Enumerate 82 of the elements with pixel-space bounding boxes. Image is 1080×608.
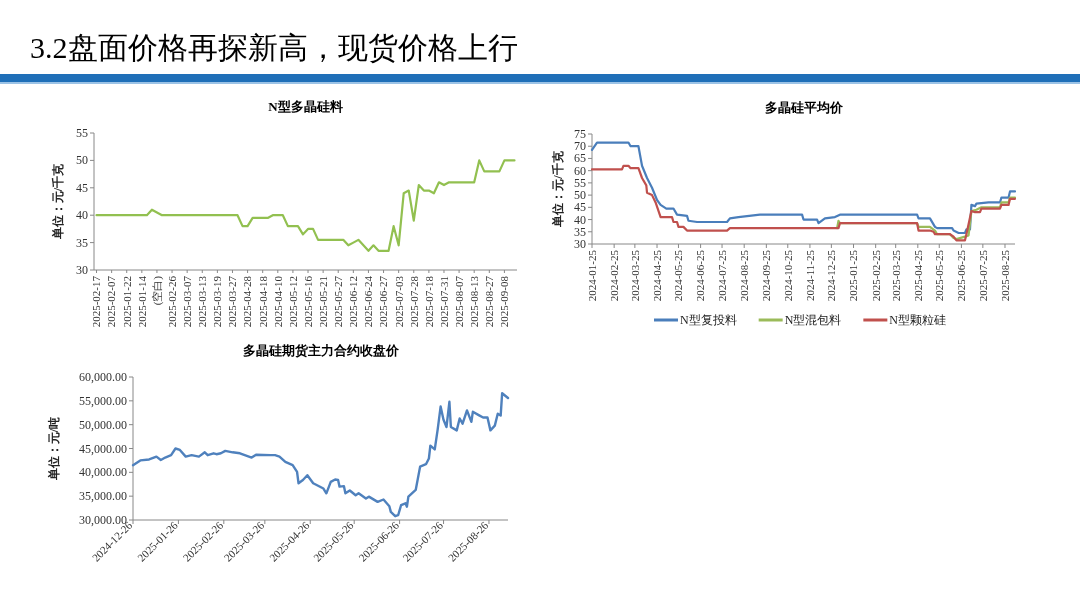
x-tick-label: 2025-05-25 bbox=[933, 249, 946, 302]
x-tick-label: 2025-01-22 bbox=[120, 276, 133, 328]
y-tick-label: 55,000.00 bbox=[79, 393, 127, 408]
x-tick-label: 2025-02-07 bbox=[105, 275, 118, 328]
x-tick-label: 2025-05-21 bbox=[316, 276, 329, 328]
x-tick-label: 2025-06-25 bbox=[955, 249, 968, 302]
y-tick-label: 40,000.00 bbox=[79, 465, 127, 480]
x-tick-label: 2025-04-18 bbox=[256, 275, 269, 328]
x-tick-label: 2024-06-25 bbox=[694, 249, 707, 302]
y-tick-label: 45 bbox=[574, 200, 586, 215]
y-tick-label: 55 bbox=[574, 175, 586, 190]
chart-title: 多晶硅期货主力合约收盘价 bbox=[242, 343, 400, 358]
y-tick-label: 65 bbox=[574, 151, 586, 166]
line-series bbox=[95, 159, 516, 252]
y-axis-title: 单位：元/千克 bbox=[551, 150, 565, 228]
y-tick-label: 30 bbox=[76, 263, 88, 277]
y-tick-label: 45,000.00 bbox=[79, 441, 127, 456]
x-tick-label: 2024-02-25 bbox=[608, 249, 620, 302]
x-tick-label: (空白) bbox=[150, 275, 164, 306]
x-tick-label: 2025-04-10 bbox=[271, 275, 284, 328]
text: 3.2盘面价格再探新高，现货价格上行 bbox=[30, 31, 518, 64]
y-tick-label: 75 bbox=[574, 127, 586, 141]
x-tick-label: 2025-05-16 bbox=[301, 275, 314, 328]
x-tick-label: 2024-09-25 bbox=[760, 249, 773, 302]
chart-title: N型多晶硅料 bbox=[268, 99, 343, 114]
y-tick-label: 35 bbox=[574, 224, 586, 239]
x-tick-label: 2024-08-25 bbox=[738, 249, 751, 302]
y-tick-label: 35 bbox=[76, 235, 88, 250]
x-tick-label: 2025-07-28 bbox=[407, 275, 420, 328]
x-tick-label: 2024-01-25 bbox=[585, 249, 598, 302]
x-tick-label: 2024-04-25 bbox=[650, 249, 663, 302]
x-tick-label: 2025-01-25 bbox=[847, 249, 860, 302]
line-series bbox=[590, 141, 1017, 235]
x-tick-label: 2025-02-17 bbox=[90, 275, 103, 328]
x-tick-label: 2025-07-25 bbox=[976, 249, 989, 302]
x-tick-label: 2025-08-07 bbox=[452, 275, 465, 328]
y-tick-label: 35,000.00 bbox=[79, 489, 127, 504]
y-tick-label: 40 bbox=[574, 212, 586, 227]
y-tick-label: 45 bbox=[76, 180, 88, 195]
x-tick-label: 2025-03-07 bbox=[181, 275, 194, 328]
y-tick-label: 30 bbox=[574, 237, 586, 251]
x-tick-label: 2025-08-13 bbox=[468, 275, 481, 328]
x-tick-label: 2024-03-25 bbox=[628, 249, 641, 302]
chart-title: 多晶硅平均价 bbox=[764, 100, 844, 115]
x-tick-label: 2025-07-18 bbox=[422, 275, 435, 328]
x-tick-label: 2025-05-27 bbox=[332, 275, 345, 328]
y-tick-label: 50,000.00 bbox=[79, 417, 127, 432]
x-tick-label: 2025-02-25 bbox=[869, 249, 882, 302]
legend-label: N型混包料 bbox=[784, 313, 842, 327]
x-tick-label: 2025-03-27 bbox=[226, 275, 239, 328]
y-axis-title: 单位：元/千克 bbox=[51, 162, 65, 241]
legend-label: N型复投料 bbox=[680, 313, 737, 327]
x-tick-label: 2024-07-25 bbox=[715, 249, 728, 302]
x-tick-label: 2024-11-25 bbox=[803, 249, 816, 301]
y-axis-title: 单位：元/吨 bbox=[47, 416, 61, 482]
x-tick-label: 2025-03-19 bbox=[211, 275, 224, 328]
x-tick-label: 2025-06-24 bbox=[362, 275, 375, 328]
legend-label: N型颗粒硅 bbox=[889, 313, 947, 327]
x-tick-label: 2025-06-27 bbox=[377, 275, 390, 328]
x-tick-label: 2025-02-26 bbox=[165, 275, 178, 328]
x-tick-label: 2025-07-03 bbox=[392, 275, 405, 328]
x-tick-label: 2025-06-12 bbox=[347, 276, 360, 328]
x-tick-label: 2025-03-13 bbox=[196, 275, 209, 328]
x-tick-label: 2025-04-28 bbox=[241, 275, 254, 328]
x-tick-label: 2025-08-27 bbox=[483, 275, 496, 328]
x-tick-label: 2025-03-25 bbox=[889, 249, 902, 302]
x-tick-label: 2024-12-25 bbox=[825, 249, 838, 302]
y-tick-label: 50 bbox=[574, 188, 586, 203]
x-tick-label: 2025-05-12 bbox=[286, 276, 299, 328]
x-tick-label: 2024-10-25 bbox=[781, 249, 794, 302]
x-tick-label: 2024-05-25 bbox=[672, 249, 685, 302]
x-tick-label: 2025-08-25 bbox=[998, 249, 1011, 302]
y-tick-label: 50 bbox=[76, 153, 88, 168]
y-tick-label: 60 bbox=[574, 163, 586, 178]
y-tick-label: 40 bbox=[76, 208, 88, 223]
x-tick-label: 2025-04-25 bbox=[911, 249, 924, 302]
x-tick-label: 2025-09-08 bbox=[498, 275, 511, 328]
y-tick-label: 60,000.00 bbox=[79, 370, 127, 384]
y-tick-label: 70 bbox=[574, 139, 586, 154]
y-tick-label: 55 bbox=[76, 126, 88, 140]
x-tick-label: 2025-07-31 bbox=[437, 276, 450, 328]
x-tick-label: 2025-01-14 bbox=[135, 275, 148, 328]
